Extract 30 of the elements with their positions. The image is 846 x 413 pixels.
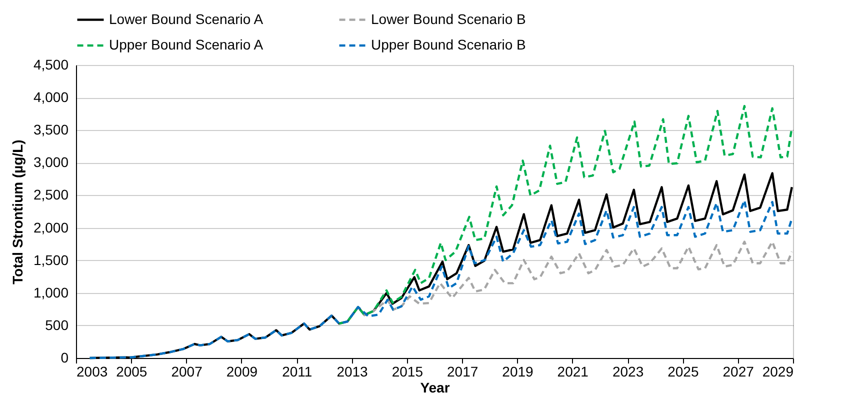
x-tick-label: 2007 [171,364,203,380]
legend-label: Lower Bound Scenario B [371,10,526,27]
y-axis-title: Total Strontium (µg/L) [9,140,26,284]
y-tick-label: 2,500 [33,186,69,203]
x-tick-label: 2025 [668,364,699,380]
x-tick-label: 2015 [392,364,424,380]
legend-label: Lower Bound Scenario A [109,10,264,27]
x-tick-label: 2009 [226,364,258,380]
x-tick-label: 2019 [502,364,534,380]
y-tick-label: 4,500 [33,56,69,72]
x-tick-label: 2013 [336,364,368,380]
y-tick-label: 4,000 [33,89,69,106]
x-tick-label: 2005 [116,364,148,380]
legend-label: Upper Bound Scenario A [109,36,264,52]
x-tick-label: 2027 [722,364,754,380]
y-tick-label: 1,500 [33,252,69,268]
x-tick-label: 2011 [282,364,312,380]
y-tick-label: 2,000 [33,219,69,236]
x-tick-label: 2021 [557,364,589,380]
y-tick-label: 500 [45,316,69,333]
y-tick-label: 3,500 [33,122,69,138]
x-axis-title: Year [420,380,450,396]
x-tick-label: 2023 [612,364,644,380]
x-tick-label: 2017 [447,364,478,380]
y-tick-label: 3,000 [33,154,69,170]
x-tick-label: 2003 [76,364,108,380]
x-tick-label: 2029 [762,364,794,380]
y-tick-label: 0 [60,350,69,366]
y-tick-label: 1,000 [33,284,69,300]
legend-label: Upper Bound Scenario B [371,36,526,52]
